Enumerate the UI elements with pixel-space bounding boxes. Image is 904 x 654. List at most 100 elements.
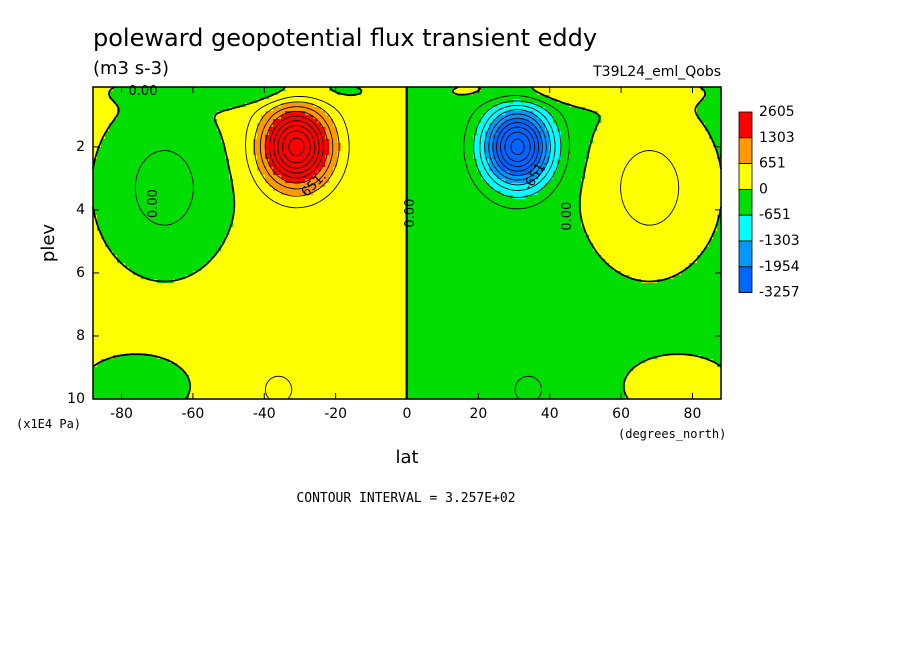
field-cell bbox=[549, 183, 554, 188]
field-cell bbox=[585, 151, 590, 156]
field-cell bbox=[229, 171, 234, 176]
field-cell bbox=[145, 131, 150, 136]
field-cell bbox=[401, 183, 406, 188]
field-cell bbox=[461, 131, 466, 136]
field-cell bbox=[293, 195, 298, 200]
field-cell bbox=[437, 191, 442, 196]
field-cell bbox=[177, 87, 182, 92]
field-cell bbox=[193, 199, 198, 204]
field-cell bbox=[289, 211, 294, 216]
field-cell bbox=[297, 151, 302, 156]
field-cell bbox=[289, 167, 294, 172]
field-cell bbox=[685, 167, 690, 172]
field-cell bbox=[233, 211, 238, 216]
field-cell bbox=[145, 199, 150, 204]
field-cell bbox=[313, 179, 318, 184]
field-cell bbox=[109, 191, 114, 196]
field-cell bbox=[621, 163, 626, 168]
field-cell bbox=[197, 199, 202, 204]
field-cell bbox=[553, 87, 558, 92]
field-cell bbox=[669, 147, 674, 152]
field-cell bbox=[117, 151, 122, 156]
field-cell bbox=[397, 163, 402, 168]
field-cell bbox=[269, 127, 274, 132]
field-cell bbox=[213, 91, 218, 96]
field-cell bbox=[513, 147, 518, 152]
field-cell bbox=[417, 139, 422, 144]
field-cell bbox=[377, 199, 382, 204]
field-cell bbox=[189, 163, 194, 168]
field-cell bbox=[489, 91, 494, 96]
field-cell bbox=[633, 87, 638, 92]
field-cell bbox=[573, 91, 578, 96]
field-cell bbox=[345, 111, 350, 116]
field-cell bbox=[141, 187, 146, 192]
field-cell bbox=[449, 87, 454, 92]
field-cell bbox=[121, 179, 126, 184]
field-cell bbox=[373, 211, 378, 216]
field-cell bbox=[485, 99, 490, 104]
field-cell bbox=[617, 87, 622, 92]
field-cell bbox=[269, 159, 274, 164]
field-cell bbox=[249, 87, 254, 92]
field-cell bbox=[293, 139, 298, 144]
field-cell bbox=[661, 119, 666, 124]
field-cell bbox=[693, 207, 698, 212]
field-cell bbox=[385, 151, 390, 156]
field-cell bbox=[193, 91, 198, 96]
field-cell bbox=[257, 127, 262, 132]
field-cell bbox=[521, 143, 526, 148]
field-cell bbox=[589, 195, 594, 200]
field-cell bbox=[369, 163, 374, 168]
field-cell bbox=[613, 191, 618, 196]
field-cell bbox=[125, 203, 130, 208]
field-cell bbox=[617, 139, 622, 144]
field-cell bbox=[477, 139, 482, 144]
field-cell bbox=[557, 123, 562, 128]
field-cell bbox=[133, 163, 138, 168]
field-cell bbox=[573, 199, 578, 204]
field-cell bbox=[257, 139, 262, 144]
field-cell bbox=[577, 179, 582, 184]
field-cell bbox=[129, 135, 134, 140]
field-cell bbox=[673, 195, 678, 200]
field-cell bbox=[621, 115, 626, 120]
field-cell bbox=[713, 195, 718, 200]
field-cell bbox=[561, 175, 566, 180]
field-cell bbox=[481, 187, 486, 192]
field-cell bbox=[441, 99, 446, 104]
field-cell bbox=[253, 187, 258, 192]
field-cell bbox=[397, 151, 402, 156]
field-cell bbox=[621, 135, 626, 140]
field-cell bbox=[705, 167, 710, 172]
field-cell bbox=[525, 151, 530, 156]
field-cell bbox=[369, 171, 374, 176]
field-cell bbox=[457, 183, 462, 188]
field-cell bbox=[93, 111, 98, 116]
field-cell bbox=[377, 139, 382, 144]
field-cell bbox=[169, 139, 174, 144]
field-cell bbox=[625, 187, 630, 192]
field-cell bbox=[445, 191, 450, 196]
field-cell bbox=[385, 111, 390, 116]
field-cell bbox=[713, 203, 718, 208]
field-cell bbox=[453, 187, 458, 192]
field-cell bbox=[369, 183, 374, 188]
field-cell bbox=[133, 103, 138, 108]
field-cell bbox=[361, 111, 366, 116]
field-cell bbox=[501, 95, 506, 100]
field-cell bbox=[709, 99, 714, 104]
field-cell bbox=[441, 191, 446, 196]
field-cell bbox=[133, 111, 138, 116]
field-cell bbox=[261, 187, 266, 192]
field-cell bbox=[277, 111, 282, 116]
field-cell bbox=[445, 151, 450, 156]
field-cell bbox=[545, 103, 550, 108]
field-cell bbox=[533, 127, 538, 132]
field-cell bbox=[369, 139, 374, 144]
field-cell bbox=[701, 167, 706, 172]
field-cell bbox=[473, 155, 478, 160]
field-cell bbox=[553, 207, 558, 212]
field-cell bbox=[713, 99, 718, 104]
field-cell bbox=[213, 211, 218, 216]
